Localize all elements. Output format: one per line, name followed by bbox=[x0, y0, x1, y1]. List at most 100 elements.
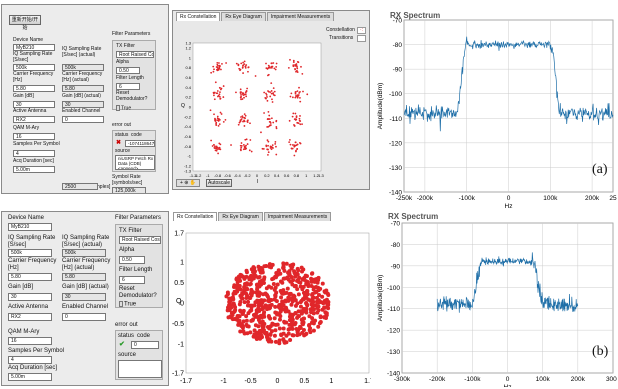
x-tick-label: 0.5 bbox=[300, 378, 310, 385]
constellation-point bbox=[219, 65, 221, 67]
b-tab-rx-constellation[interactable]: Rx Constellation bbox=[173, 212, 218, 221]
qam-label: QAM M-Ary bbox=[13, 125, 40, 131]
b-qam-field[interactable]: 16 bbox=[8, 337, 52, 345]
constellation-point bbox=[230, 317, 235, 322]
constellation-point bbox=[276, 268, 281, 273]
constellation-point bbox=[268, 332, 273, 337]
constellation-point bbox=[300, 321, 305, 326]
constellation-point bbox=[271, 144, 274, 147]
constellation-point bbox=[244, 146, 247, 149]
start-button[interactable]: 重新开始/开始 bbox=[9, 15, 41, 31]
constellation-point bbox=[306, 93, 309, 96]
constellation-point bbox=[218, 62, 220, 64]
b-tx-filter-select[interactable]: Root Raised Cos bbox=[119, 236, 161, 244]
constellation-point bbox=[267, 110, 270, 113]
tx-filter-select[interactable]: Root Raised Cos bbox=[116, 51, 154, 58]
b-acq-field[interactable]: 5.00m bbox=[8, 373, 52, 381]
x-tick-label: 0.2 bbox=[264, 173, 270, 178]
constellation-point bbox=[282, 339, 287, 344]
x-tick-label: 100k bbox=[543, 195, 558, 202]
b-filter-length-field[interactable]: 6 bbox=[119, 276, 145, 284]
symbol-rate-field: 125,000k bbox=[112, 187, 146, 193]
constellation-point bbox=[242, 300, 247, 305]
constellation-point bbox=[248, 330, 253, 335]
x-tick-label: 0 bbox=[256, 173, 259, 178]
constellation-point bbox=[241, 308, 246, 313]
b-iq-rate-field[interactable]: 500k bbox=[8, 249, 52, 257]
constellation-point bbox=[238, 293, 243, 298]
constellation-point bbox=[298, 92, 301, 94]
top-constellation-panel: Rx Constellation Rx Eye Diagram Impairme… bbox=[172, 10, 370, 190]
constellation-point bbox=[240, 325, 245, 330]
qam-field[interactable]: 16 bbox=[13, 133, 55, 140]
constellation-point bbox=[238, 329, 243, 334]
x-tick-label: 1.2 bbox=[313, 173, 319, 178]
constellation-point bbox=[258, 336, 263, 341]
constellation-point bbox=[210, 139, 213, 142]
constellation-point bbox=[274, 141, 277, 143]
constellation-point bbox=[271, 98, 273, 101]
alpha-field[interactable]: 0.50 bbox=[116, 67, 140, 74]
tab-impairment-measurements[interactable]: Impairment Measurements bbox=[266, 12, 335, 21]
b-channel-field[interactable]: 0 bbox=[62, 313, 106, 321]
constellation-point bbox=[270, 62, 273, 65]
y-tick-label: 0.5 bbox=[174, 280, 184, 287]
constellation-point bbox=[292, 271, 297, 276]
sps-field[interactable]: 4 bbox=[13, 150, 55, 157]
constellation-point bbox=[218, 146, 221, 149]
x-tick-label: 300k bbox=[606, 376, 617, 383]
constellation-point bbox=[269, 329, 274, 334]
legend-swatch-transitions[interactable] bbox=[357, 35, 366, 42]
tab-rx-constellation[interactable]: Rx Constellation bbox=[176, 12, 221, 21]
constellation-point bbox=[232, 303, 237, 308]
b-antenna-field[interactable]: RX2 bbox=[8, 313, 52, 321]
constellation-point bbox=[251, 317, 256, 322]
carrier-field[interactable]: 5.80 bbox=[13, 85, 55, 92]
tab-rx-eye-diagram[interactable]: Rx Eye Diagram bbox=[221, 12, 266, 21]
constellation-point bbox=[212, 65, 215, 68]
b-filter-params-label: Filter Parameters bbox=[115, 215, 162, 221]
constellation-point bbox=[287, 318, 292, 323]
autoscale-button[interactable]: Autoscale bbox=[206, 179, 232, 187]
constellation-point bbox=[282, 319, 287, 324]
top-tab-bar: Rx Constellation Rx Eye Diagram Impairme… bbox=[176, 12, 335, 21]
device-name-field[interactable]: MyB210 bbox=[13, 44, 55, 51]
filter-length-field[interactable]: 6 bbox=[116, 83, 140, 90]
constellation-point bbox=[274, 271, 279, 276]
constellation-point bbox=[294, 112, 297, 115]
x-axis-label: I bbox=[257, 179, 258, 185]
acq-field[interactable]: 5.00m bbox=[13, 166, 55, 173]
constellation-point bbox=[266, 99, 269, 102]
constellation-point bbox=[295, 287, 300, 292]
frame-size-field: 2500 bbox=[62, 183, 98, 190]
legend-swatch-constellation[interactable]: ·: bbox=[357, 27, 366, 34]
b-status-ok-icon: ✔ bbox=[119, 341, 125, 348]
reset-toggle[interactable]: True bbox=[116, 105, 131, 112]
top-spectrum-chart: -70 -80 -90 -100 -110 -120 -130 -140-250k -200k -… bbox=[377, 11, 617, 210]
constellation-point bbox=[252, 332, 257, 337]
constellation-point bbox=[222, 85, 225, 87]
b-alpha-field[interactable]: 0.50 bbox=[119, 256, 145, 264]
constellation-point bbox=[218, 148, 220, 151]
constellation-point bbox=[289, 58, 291, 61]
constellation-point bbox=[265, 92, 267, 95]
constellation-point bbox=[293, 144, 296, 147]
b-reset-label: Reset Demodulator? bbox=[119, 286, 157, 299]
x-tick-label: 1.7 bbox=[364, 378, 371, 385]
gain-field[interactable]: 30 bbox=[13, 101, 55, 108]
constellation-point bbox=[270, 277, 275, 282]
iq-rate-field[interactable]: 500k bbox=[13, 64, 55, 71]
b-tab-impairment-measurements[interactable]: Impairment Measurements bbox=[263, 212, 332, 221]
b-sps-field[interactable]: 4 bbox=[8, 356, 52, 364]
b-reset-toggle[interactable]: True bbox=[119, 301, 136, 308]
b-tab-rx-eye-diagram[interactable]: Rx Eye Diagram bbox=[218, 212, 263, 221]
antenna-field[interactable]: RX2 bbox=[13, 116, 55, 123]
error-out-label: error out bbox=[112, 122, 131, 128]
y-tick-label: 0 bbox=[189, 105, 192, 110]
channel-field[interactable]: 0 bbox=[62, 116, 104, 123]
b-device-name-field[interactable]: MyB210 bbox=[8, 223, 52, 231]
graph-tools[interactable]: + ⊕ ✋ bbox=[176, 179, 200, 187]
y-tick-label: -80 bbox=[393, 42, 403, 49]
b-gain-field[interactable]: 30 bbox=[8, 293, 52, 301]
b-carrier-field[interactable]: 5.80 bbox=[8, 273, 52, 281]
